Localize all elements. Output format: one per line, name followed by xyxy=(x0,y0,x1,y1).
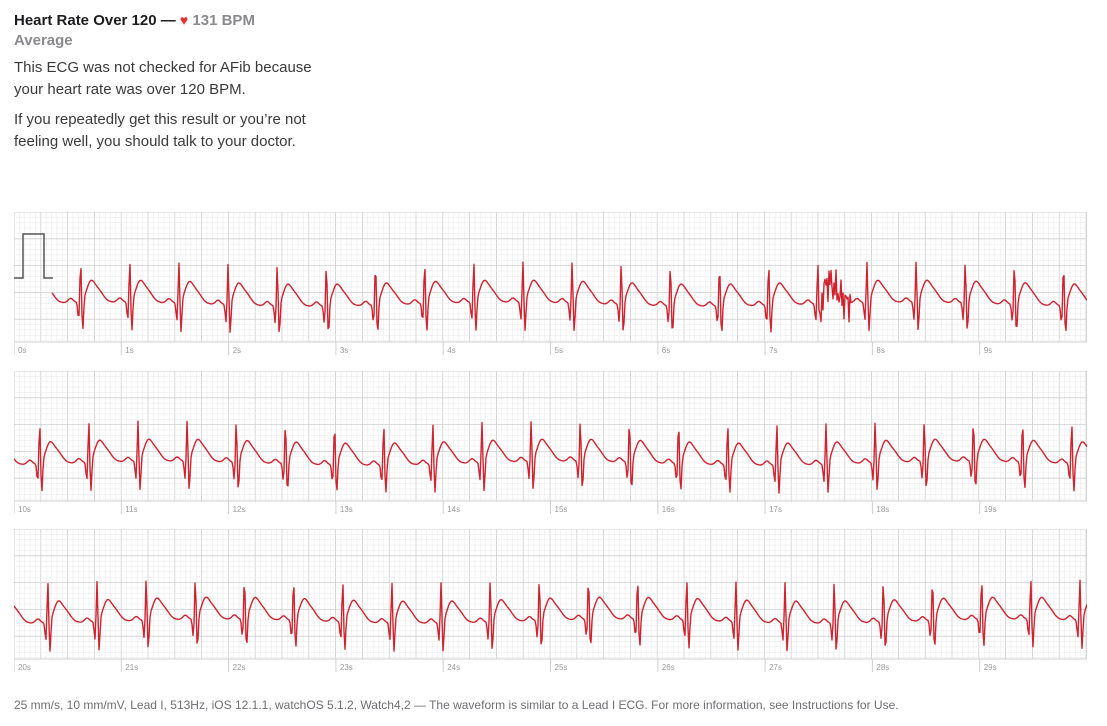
time-tick-label: 12s xyxy=(233,505,246,514)
ecg-grid xyxy=(14,212,1087,343)
ecg-strip-1-chart: 0s 1s 2s 3s 4s 5s 6s 7s 8s 9s xyxy=(14,212,1087,355)
ecg-grid xyxy=(14,371,1087,502)
doctor-advice: If you repeatedly get this result or you… xyxy=(14,111,306,150)
time-tick-label: 19s xyxy=(984,505,997,514)
heart-icon: ♥ xyxy=(179,12,189,28)
time-tick-label: 0s xyxy=(18,346,26,355)
result-header: Heart Rate Over 120 — ♥ 131 BPM Average … xyxy=(14,10,374,153)
calibration-pulse xyxy=(14,233,53,279)
time-tick-label: 14s xyxy=(447,505,460,514)
time-tick-label: 5s xyxy=(555,346,563,355)
bpm-value: 131 BPM xyxy=(192,12,255,29)
ecg-strip-2: 10s 11s 12s 13s 14s 15s 16s 17s 18s 19s xyxy=(14,371,1087,514)
time-tick-label: 28s xyxy=(876,663,889,672)
time-tick-label: 4s xyxy=(447,346,455,355)
time-tick-label: 3s xyxy=(340,346,348,355)
ecg-trace xyxy=(51,261,1087,333)
time-tick-label: 24s xyxy=(447,663,460,672)
ecg-trace xyxy=(14,579,1087,652)
time-tick-label: 22s xyxy=(233,663,246,672)
afib-note: This ECG was not checked for AFib becaus… xyxy=(14,59,312,98)
ecg-grid xyxy=(14,529,1087,660)
time-tick-label: 11s xyxy=(125,505,137,514)
ecg-strip-3: 20s 21s 22s 23s 24s 25s 26s 27s 28s 29s xyxy=(14,529,1087,672)
time-tick-label: 18s xyxy=(876,505,889,514)
result-title: Heart Rate Over 120 — ♥ 131 BPM xyxy=(14,10,374,31)
ecg-strip-3-chart: 20s 21s 22s 23s 24s 25s 26s 27s 28s 29s xyxy=(14,529,1087,672)
time-tick-label: 9s xyxy=(984,346,992,355)
time-tick-label: 27s xyxy=(769,663,782,672)
time-tick-label: 10s xyxy=(18,505,31,514)
title-text: Heart Rate Over 120 — xyxy=(14,12,176,29)
time-tick-label: 23s xyxy=(340,663,353,672)
time-tick-label: 21s xyxy=(125,663,138,672)
ecg-trace xyxy=(14,420,1087,494)
bpm-subtitle: Average xyxy=(14,32,73,49)
time-tick-label: 25s xyxy=(555,663,568,672)
ecg-strip-2-chart: 10s 11s 12s 13s 14s 15s 16s 17s 18s 19s xyxy=(14,371,1087,514)
time-tick-label: 16s xyxy=(662,505,675,514)
time-tick-label: 8s xyxy=(876,346,884,355)
time-tick-label: 17s xyxy=(769,505,782,514)
ecg-footer-info: 25 mm/s, 10 mm/mV, Lead I, 513Hz, iOS 12… xyxy=(14,698,899,712)
time-tick-label: 7s xyxy=(769,346,777,355)
time-tick-label: 2s xyxy=(233,346,241,355)
time-tick-label: 29s xyxy=(984,663,997,672)
time-tick-label: 13s xyxy=(340,505,353,514)
time-tick-label: 6s xyxy=(662,346,670,355)
time-tick-label: 20s xyxy=(18,663,31,672)
time-tick-label: 26s xyxy=(662,663,675,672)
time-tick-label: 1s xyxy=(125,346,133,355)
ecg-strip-1: 0s 1s 2s 3s 4s 5s 6s 7s 8s 9s xyxy=(14,212,1087,355)
time-tick-label: 15s xyxy=(555,505,568,514)
